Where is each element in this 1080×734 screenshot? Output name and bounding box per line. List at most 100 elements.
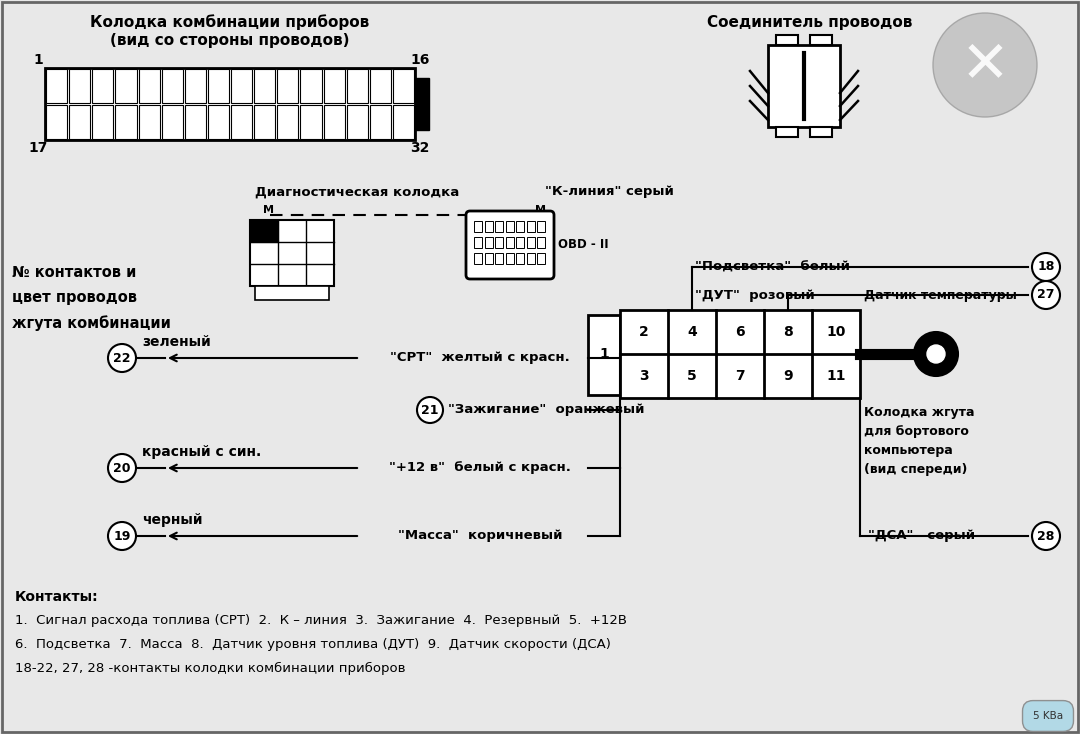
Bar	[537, 253, 545, 264]
Bar	[207, 69, 229, 103]
Bar	[254, 69, 275, 103]
Text: 6.  Подсветка  7.  Масса  8.  Датчик уровня топлива (ДУТ)  9.  Датчик скорости (: 6. Подсветка 7. Масса 8. Датчик уровня т…	[15, 638, 611, 651]
Bar	[474, 237, 482, 248]
Bar	[588, 315, 620, 395]
Text: Контакты:: Контакты:	[15, 590, 98, 604]
Text: 5: 5	[687, 369, 697, 383]
Bar	[347, 105, 368, 139]
Circle shape	[108, 344, 136, 372]
Bar	[516, 237, 524, 248]
Bar	[369, 105, 391, 139]
Bar	[300, 69, 322, 103]
Bar	[415, 78, 429, 130]
Bar	[505, 237, 513, 248]
Text: ✕: ✕	[960, 37, 1010, 93]
Circle shape	[1032, 522, 1059, 550]
Text: 5 KBa: 5 KBa	[1032, 711, 1063, 721]
Text: 27: 27	[1037, 288, 1055, 302]
Bar	[255, 286, 329, 300]
Text: 11: 11	[826, 369, 846, 383]
Bar	[324, 69, 345, 103]
Bar	[207, 105, 229, 139]
Bar	[231, 105, 252, 139]
Bar	[495, 221, 503, 232]
Bar	[495, 237, 503, 248]
Circle shape	[108, 454, 136, 482]
Text: OBD - II: OBD - II	[558, 239, 609, 252]
Text: 20: 20	[113, 462, 131, 474]
Bar	[516, 221, 524, 232]
Text: 18: 18	[1037, 261, 1055, 274]
Bar	[505, 221, 513, 232]
Circle shape	[1032, 281, 1059, 309]
Text: 8: 8	[783, 325, 793, 339]
Text: 19: 19	[113, 529, 131, 542]
Bar	[162, 69, 183, 103]
Text: 28: 28	[1037, 529, 1055, 542]
Bar	[393, 105, 414, 139]
Bar	[495, 253, 503, 264]
Bar	[485, 253, 492, 264]
Text: "Масса"  коричневый: "Масса" коричневый	[397, 529, 563, 542]
Bar	[249, 220, 278, 242]
Text: зеленый: зеленый	[141, 335, 211, 349]
Text: 2: 2	[639, 325, 649, 339]
Bar	[527, 253, 535, 264]
Bar	[324, 105, 345, 139]
Bar	[485, 221, 492, 232]
Text: (вид со стороны проводов): (вид со стороны проводов)	[110, 32, 350, 48]
Circle shape	[933, 13, 1037, 117]
Bar	[231, 69, 252, 103]
Bar	[485, 237, 492, 248]
Circle shape	[914, 332, 958, 376]
Bar	[116, 105, 136, 139]
Bar	[69, 69, 91, 103]
Text: Соединитель проводов: Соединитель проводов	[707, 15, 913, 29]
Text: 16: 16	[410, 53, 430, 67]
Bar	[537, 237, 545, 248]
Bar	[92, 105, 113, 139]
Bar	[777, 127, 798, 137]
Text: 6: 6	[735, 325, 745, 339]
Text: 3: 3	[639, 369, 649, 383]
Bar	[347, 69, 368, 103]
Text: "+12 в"  белый с красн.: "+12 в" белый с красн.	[389, 462, 571, 474]
Text: 1.  Сигнал расхода топлива (СРТ)  2.  К – линия  3.  Зажигание  4.  Резервный  5: 1. Сигнал расхода топлива (СРТ) 2. К – л…	[15, 614, 627, 627]
Text: 4: 4	[687, 325, 697, 339]
Bar	[278, 105, 298, 139]
Text: красный с син.: красный с син.	[141, 445, 261, 459]
Text: М: М	[535, 205, 545, 215]
Bar	[249, 220, 334, 286]
Text: М: М	[262, 205, 273, 215]
Text: Диагностическая колодка: Диагностическая колодка	[255, 186, 459, 198]
Bar	[474, 253, 482, 264]
Text: 17: 17	[28, 141, 48, 155]
Bar	[474, 221, 482, 232]
Text: 32: 32	[410, 141, 430, 155]
Text: 1: 1	[33, 53, 43, 67]
FancyBboxPatch shape	[465, 211, 554, 279]
Bar	[768, 45, 840, 127]
Bar	[369, 69, 391, 103]
Text: 22: 22	[113, 352, 131, 365]
Bar	[185, 105, 206, 139]
Bar	[69, 105, 91, 139]
Text: "Зажигание"  оранжевый: "Зажигание" оранжевый	[448, 404, 645, 416]
Bar	[300, 105, 322, 139]
Bar	[777, 35, 798, 45]
Circle shape	[927, 345, 945, 363]
Bar	[516, 253, 524, 264]
Bar	[810, 35, 832, 45]
Text: 9: 9	[783, 369, 793, 383]
Bar	[527, 237, 535, 248]
Text: черный: черный	[141, 513, 203, 527]
Text: Датчик температуры: Датчик температуры	[864, 289, 1017, 302]
Bar	[505, 253, 513, 264]
Bar	[138, 105, 160, 139]
Bar	[92, 69, 113, 103]
Circle shape	[1032, 253, 1059, 281]
Text: № контактов и
цвет проводов
жгута комбинации: № контактов и цвет проводов жгута комбин…	[12, 265, 171, 330]
Text: 1: 1	[599, 347, 609, 361]
Text: "Подсветка"  белый: "Подсветка" белый	[696, 261, 850, 274]
Text: "ДУТ"  розовый: "ДУТ" розовый	[696, 288, 814, 302]
